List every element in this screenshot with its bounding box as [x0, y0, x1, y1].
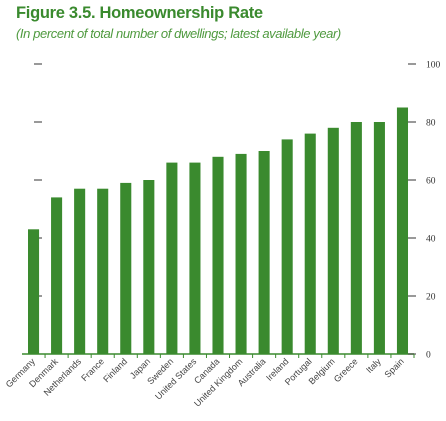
bar-united-kingdom	[235, 153, 247, 354]
x-tick-label: Spain	[383, 356, 406, 379]
y-tick-label: 0	[426, 351, 431, 361]
y-tick-label: 20	[426, 293, 436, 303]
chart-subtitle: (In percent of total number of dwellings…	[16, 26, 341, 41]
bar-spain	[396, 107, 409, 354]
bar-italy	[373, 122, 385, 354]
bar-belgium	[327, 127, 339, 354]
x-tick-label: Finland	[101, 356, 129, 384]
x-tick-label: Italy	[364, 356, 383, 375]
bar-ireland	[281, 139, 293, 354]
bar-france	[97, 188, 109, 354]
bar-netherlands	[74, 188, 86, 354]
bar-japan	[143, 180, 155, 354]
y-tick-label: 100	[426, 61, 441, 71]
y-tick-label: 40	[426, 235, 436, 245]
bar-greece	[350, 122, 362, 354]
x-tick-label: Belgium	[307, 356, 337, 386]
chart-title: Figure 3.5. Homeownership Rate	[16, 4, 263, 22]
bar-australia	[258, 151, 270, 354]
bar-portugal	[304, 133, 316, 354]
bar-canada	[212, 156, 224, 354]
bar-united-states	[189, 162, 201, 354]
y-tick-label: 60	[426, 177, 436, 187]
bar-germany	[28, 229, 40, 354]
bar-denmark	[51, 197, 63, 354]
bar-sweden	[166, 162, 178, 354]
x-tick-label: Greece	[332, 356, 360, 384]
y-tick-label: 80	[426, 119, 436, 129]
bar-finland	[120, 182, 132, 354]
